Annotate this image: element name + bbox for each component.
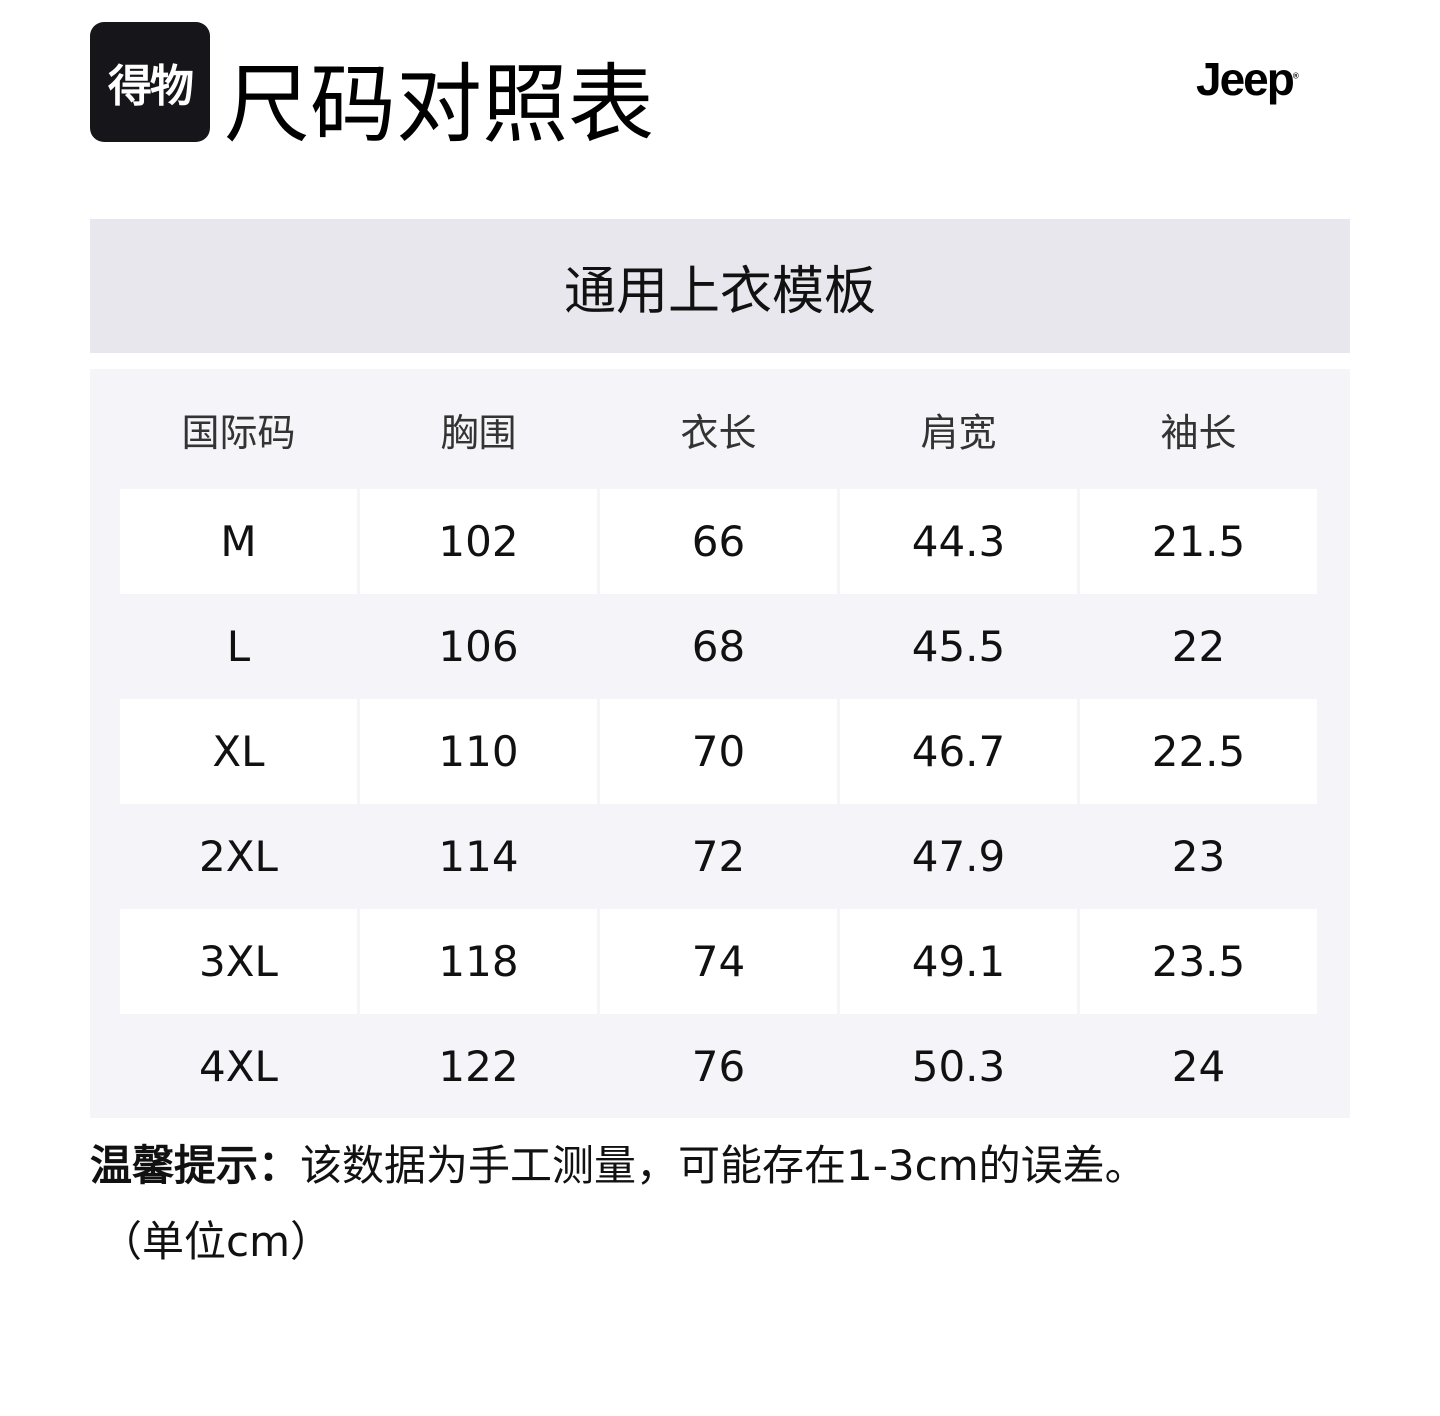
column-header: 国际码: [181, 410, 296, 455]
table-cell: L: [226, 622, 251, 671]
table-cell: 21.5: [1080, 489, 1317, 594]
table-row: M 102 66 44.3 21.5: [90, 489, 1350, 594]
table-cell: 23.5: [1080, 909, 1317, 1014]
table-cell: 66: [600, 489, 837, 594]
table-cell: M: [120, 489, 357, 594]
table-cell: XL: [120, 699, 357, 804]
table-cell: 23: [1171, 832, 1226, 881]
table-cell: 106: [438, 622, 519, 671]
brand-logo: Jeep®: [1196, 53, 1299, 105]
table-cell: 68: [691, 622, 746, 671]
table-cell: 50.3: [911, 1042, 1006, 1091]
table-cell: 72: [691, 832, 746, 881]
size-table: 国际码 胸围 衣长 肩宽 袖长 M 102 66 44.3 21.5 L 106 68 45.5 22 XL 1…: [90, 369, 1350, 1118]
table-cell: 102: [360, 489, 597, 594]
table-cell: 45.5: [911, 622, 1006, 671]
table-cell: 22.5: [1080, 699, 1317, 804]
dewu-logo: 得物: [90, 22, 210, 142]
table-cell: 44.3: [840, 489, 1077, 594]
table-cell: 3XL: [120, 909, 357, 1014]
table-row: XL 110 70 46.7 22.5: [90, 699, 1350, 804]
table-cell: 22: [1171, 622, 1226, 671]
table-row: 2XL 114 72 47.9 23: [90, 804, 1350, 909]
table-cell: 46.7: [840, 699, 1077, 804]
template-title: 通用上衣模板: [90, 219, 1350, 353]
tip-label: 温馨提示：: [90, 1141, 301, 1190]
table-cell: 74: [600, 909, 837, 1014]
unit-note: （单位cm）: [100, 1217, 333, 1266]
table-cell: 122: [438, 1042, 519, 1091]
table-cell: 110: [360, 699, 597, 804]
table-cell: 4XL: [199, 1042, 278, 1091]
column-header: 衣长: [680, 410, 757, 455]
table-cell: 70: [600, 699, 837, 804]
table-row: L 106 68 45.5 22: [90, 594, 1350, 699]
table-cell: 114: [438, 832, 519, 881]
table-cell: 2XL: [199, 832, 278, 881]
page-title: 尺码对照表: [224, 55, 654, 155]
table-cell: 76: [691, 1042, 746, 1091]
brand-text: Jeep: [1196, 53, 1295, 105]
tip-note: 温馨提示：该数据为手工测量，可能存在1-3cm的误差。: [90, 1140, 1147, 1192]
column-header: 肩宽: [920, 410, 997, 455]
table-row: 4XL 122 76 50.3 24: [90, 1014, 1350, 1119]
table-cell: 24: [1171, 1042, 1226, 1091]
logo-text: 得物: [108, 61, 194, 112]
table-row: 3XL 118 74 49.1 23.5: [90, 909, 1350, 1014]
table-cell: 49.1: [840, 909, 1077, 1014]
table-cell: 47.9: [911, 832, 1006, 881]
table-cell: 118: [360, 909, 597, 1014]
column-header: 袖长: [1160, 410, 1237, 455]
tip-text: 该数据为手工测量，可能存在1-3cm的误差。: [300, 1141, 1147, 1190]
column-header: 胸围: [440, 410, 517, 455]
